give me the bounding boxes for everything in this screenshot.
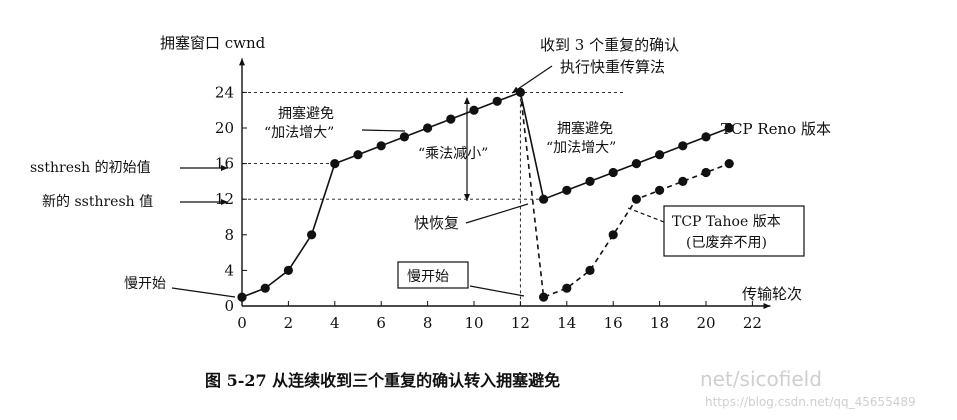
y-tick-label: 8 [224,226,234,244]
tahoe-point [562,283,572,293]
reno-label: TCP Reno 版本 [721,120,831,138]
slow-start-pointer-1 [171,287,236,298]
tahoe-point [631,194,642,204]
reno-point [446,114,456,124]
reno-point [260,283,270,293]
cong-avoid-label-2a: 拥塞避免 [557,120,613,137]
x-tick-label: 20 [696,314,715,332]
y-tick-label: 20 [215,119,234,137]
mult-decrease-label: “乘法减小” [418,146,488,162]
slow-start-label-1: 慢开始 [124,275,166,292]
watermark-a: net/sicofield [700,367,822,391]
slow-start-box [397,261,469,289]
x-tick-label: 12 [511,314,530,332]
x-axis-label: 传输轮次 [742,285,802,303]
reno-point [655,150,665,160]
x-tick-label: 18 [650,314,669,332]
slow-start-pointer-2 [469,285,525,297]
tahoe-point [539,292,549,302]
reno-point [585,176,595,186]
reno-point [399,132,409,142]
reno-point [678,141,688,151]
tahoe-label-b: (已废弃不用) [686,235,767,251]
x-tick-label: 22 [743,314,762,332]
x-tick-label: 16 [604,314,623,332]
x-tick-label: 2 [284,314,294,332]
reno-series-line [241,91,730,298]
x-tick-label: 0 [237,314,247,332]
tahoe-series-line [519,92,730,299]
tahoe-point [678,176,688,186]
series [237,87,734,302]
reno-point [492,96,502,106]
reno-point [608,167,618,178]
x-tick-label: 14 [557,314,576,332]
y-tick-label: 24 [215,83,234,101]
y-tick-label: 4 [224,261,234,279]
reno-point [283,265,293,275]
tahoe-point [585,265,595,275]
tahoe-point [655,185,665,195]
reno-point [353,150,363,160]
three-dup-label-a: 收到 3 个重复的确认 [540,36,679,54]
x-tick-label: 4 [330,314,340,332]
x-tick-label: 6 [376,314,386,332]
reference-lines [242,91,625,306]
reno-point [330,159,340,169]
tahoe-point [608,230,618,240]
cong-avoid-label-1a: 拥塞避免 [278,105,334,122]
fast-recovery-pointer [465,203,529,224]
tahoe-pointer [627,207,665,223]
x-tick-label: 8 [423,314,433,332]
figure-caption: 图 5-27 从连续收到三个重复的确认转入拥塞避免 [205,371,560,390]
cong-avoid-label-1b: “加法增大” [264,125,334,141]
axes [239,58,771,309]
tahoe-label-a: TCP Tahoe 版本 [672,214,781,230]
ssthresh-initial-label: ssthresh 的初始值 [30,159,151,176]
reno-point [724,123,734,133]
y-tick-label: 0 [224,297,234,315]
tahoe-point [701,167,711,178]
tahoe-point [724,159,734,169]
y-tick-label: 16 [215,155,234,173]
reno-point [423,123,433,133]
ssthresh-new-label: 新的 ssthresh 值 [42,194,153,210]
reno-point [469,105,479,115]
y-axis-label: 拥塞窗口 cwnd [160,34,266,52]
reno-point [631,159,642,169]
y-tick-label: 12 [215,190,234,208]
reno-point [307,230,317,240]
reno-point [562,185,572,195]
reno-point [539,194,549,204]
tahoe-box [663,205,805,257]
three-dup-arrow [511,65,553,94]
reno-point [701,132,711,142]
cong-avoid-pointer-1 [361,129,406,132]
x-tick-label: 10 [464,314,483,332]
reno-point [237,292,247,302]
fast-recovery-label: 快恢复 [414,214,459,232]
three-dup-label-b: 执行快重传算法 [560,58,665,76]
reno-point [376,141,386,151]
slow-start-label-2: 慢开始 [407,268,449,285]
watermark-b: https://blog.csdn.net/qq_45655489 [705,395,916,409]
cong-avoid-label-2b: “加法增大” [546,140,616,156]
